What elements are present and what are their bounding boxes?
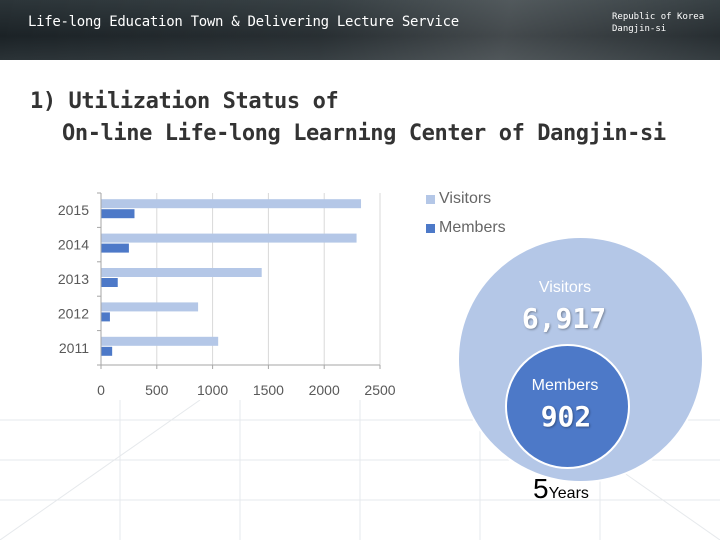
x-tick-label-500: 500: [145, 382, 169, 398]
header-org: Republic of Korea Dangjin-si: [612, 11, 716, 35]
x-tick-label-1500: 1500: [253, 382, 284, 398]
x-tick-label-1000: 1000: [197, 382, 228, 398]
bar-members-2012: [101, 312, 110, 322]
header-shine: [0, 0, 720, 60]
y-tick-label-2014: 2014: [58, 237, 89, 253]
bar-members-2011: [101, 346, 113, 356]
years-unit: Years: [548, 485, 589, 502]
bar-members-2014: [101, 243, 129, 253]
slide-title-line2: On-line Life-long Learning Center of Dan…: [62, 121, 666, 146]
x-tick-label-2500: 2500: [364, 382, 395, 398]
legend-members-label: Members: [439, 219, 506, 236]
bar-visitors-2011: [101, 336, 219, 346]
members-total-label: Members: [531, 377, 599, 394]
y-tick-label-2011: 2011: [59, 340, 89, 356]
years-number: 5: [533, 473, 549, 504]
bar-visitors-2015: [101, 199, 362, 209]
members-circle: [505, 344, 630, 469]
x-tick-label-2000: 2000: [309, 382, 340, 398]
header-title: Life-long Education Town & Delivering Le…: [28, 14, 459, 30]
years-count: 5Years: [533, 473, 589, 505]
header-bar: Life-long Education Town & Delivering Le…: [0, 0, 720, 60]
bar-visitors-2014: [101, 233, 357, 243]
bar-members-2015: [101, 209, 135, 219]
legend-visitors-swatch: [426, 194, 435, 204]
legend-visitors-label: Visitors: [439, 190, 492, 207]
legend-visitors: Visitors: [426, 190, 491, 208]
bar-members-2013: [101, 278, 118, 287]
slide-title: 1) Utilization Status of On-line Life-lo…: [30, 86, 666, 150]
visitors-total-value: 6,917: [521, 302, 607, 335]
y-tick-label-2012: 2012: [58, 305, 89, 321]
y-tick-label-2015: 2015: [58, 202, 89, 218]
org-country: Republic of Korea: [612, 12, 705, 22]
bar-visitors-2012: [101, 302, 199, 312]
y-tick-label-2013: 2013: [58, 271, 89, 287]
slide-title-line1: 1) Utilization Status of: [30, 89, 339, 114]
legend-members: Members: [426, 219, 506, 237]
org-city: Dangjin-si: [612, 24, 667, 34]
bar-visitors-2013: [101, 268, 262, 277]
visitors-total-label: Visitors: [538, 279, 592, 296]
members-total-value: 902: [540, 400, 592, 433]
legend-members-swatch: [426, 223, 435, 233]
x-tick-label-0: 0: [97, 382, 105, 398]
